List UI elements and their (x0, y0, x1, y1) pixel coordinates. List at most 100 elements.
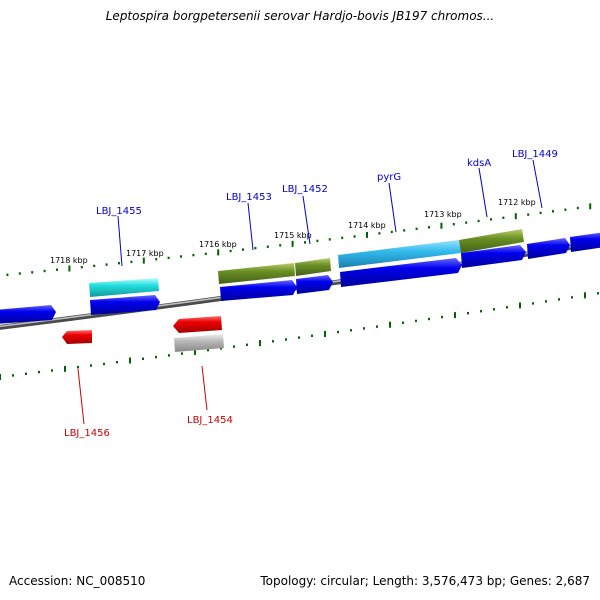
inner-ring-tick (311, 334, 313, 337)
gene-LBJ_1454-gray-feature[interactable] (174, 334, 224, 352)
inner-ring-tick (298, 336, 300, 339)
outer-ring-tick (80, 266, 83, 269)
inner-ring-tick (441, 315, 443, 319)
inner-ring-tick (428, 317, 430, 321)
cds-LBJ_1455[interactable] (90, 295, 160, 315)
outer-ring-tick (130, 260, 133, 264)
outer-ring-tick (266, 245, 269, 248)
inner-ring-tick (532, 302, 534, 305)
outer-ring-tick (192, 253, 195, 257)
cds-LBJ_1449[interactable] (527, 238, 570, 259)
leader-LBJ_1453 (247, 202, 254, 251)
scale-label-1713: 1713 kbp (424, 210, 462, 219)
inner-ring-tick (233, 345, 235, 348)
outer-ring-tick (502, 216, 505, 219)
inner-ring-tick (324, 331, 326, 337)
outer-ring-tick (341, 236, 344, 240)
scale-label-1718: 1718 kbp (50, 256, 88, 265)
outer-ring-tick (328, 238, 331, 241)
inner-ring-tick (597, 292, 599, 295)
gene-kdsA-olive-feature[interactable] (459, 229, 524, 253)
inner-ring-tick (168, 354, 170, 357)
outer-ring-tick (180, 255, 182, 258)
leader-LBJ_1449 (532, 159, 543, 209)
gene-LBJ_1452-olive-feature[interactable] (295, 258, 331, 276)
outer-ring-tick (93, 264, 96, 268)
cds-arrow-left-edge[interactable] (0, 305, 56, 324)
gene-LBJ_1455-cyan-feature[interactable] (89, 278, 159, 297)
genome-summary: Topology: circular; Length: 3,576,473 bp… (260, 574, 590, 588)
inner-ring-tick (25, 372, 27, 375)
cds-kdsA[interactable] (461, 245, 526, 268)
outer-ring-tick (527, 213, 530, 216)
inner-ring-tick (402, 321, 404, 324)
label-pyrG[interactable]: pyrG (377, 172, 401, 183)
gene-LBJ_1453-olive-feature[interactable] (218, 263, 295, 284)
inner-ring-tick (207, 348, 209, 352)
inner-ring-tick (103, 362, 105, 366)
cds-LBJ_1454[interactable] (173, 316, 222, 333)
outer-ring-tick (403, 229, 406, 232)
forward-features (0, 229, 600, 324)
scale-label-1714: 1714 kbp (348, 221, 386, 230)
label-kdsA[interactable]: kdsA (467, 158, 491, 169)
inner-ring-tick (194, 348, 196, 355)
outer-ring-tick (316, 239, 319, 243)
scale-label-1717: 1717 kbp (126, 249, 164, 258)
label-LBJ_1449[interactable]: LBJ_1449 (512, 149, 558, 160)
outer-ring-tick (56, 268, 58, 271)
outer-ring-tick (18, 272, 21, 275)
outer-ring-tick (229, 249, 232, 253)
label-LBJ_1454[interactable]: LBJ_1454 (187, 415, 233, 426)
outer-ring-tick (155, 258, 158, 261)
outer-ring-tick (576, 206, 579, 210)
cds-LBJ_1452[interactable] (296, 275, 333, 294)
leader-LBJ_1452 (302, 195, 311, 245)
inner-ring-tick (220, 347, 222, 350)
leader-pyrG (388, 182, 397, 233)
outer-ring-tick (105, 263, 108, 266)
scale-label-1712: 1712 kbp (498, 198, 536, 207)
outer-ring-tick (477, 219, 480, 223)
cds-LBJ_1453[interactable] (220, 280, 297, 301)
outer-ring-tick (204, 252, 207, 255)
outer-ring-tick (279, 244, 282, 247)
cds-pyrG[interactable] (340, 258, 462, 287)
inner-ring-tick (506, 306, 508, 309)
inner-ring-tick (77, 366, 79, 369)
label-LBJ_1453[interactable]: LBJ_1453 (226, 192, 272, 203)
outer-ring-tick (552, 210, 554, 213)
label-LBJ_1455[interactable]: LBJ_1455 (96, 206, 142, 217)
label-LBJ_1456[interactable]: LBJ_1456 (64, 428, 110, 439)
outer-ring-tick (353, 235, 356, 238)
leader-kdsA (478, 167, 488, 218)
inner-ring-tick (181, 352, 183, 355)
inner-ring-tick (571, 296, 573, 299)
reverse-features (62, 316, 224, 352)
gene-labels: LBJ_1455 LBJ_1453 LBJ_1452 pyrG kdsA LBJ… (64, 149, 558, 439)
outer-ring-tick (43, 269, 46, 273)
outer-ring-tick (291, 240, 294, 247)
outer-ring-tick (68, 265, 71, 272)
inner-ring-tick (246, 343, 248, 346)
inner-ring-tick (0, 374, 1, 380)
leader-LBJ_1456 (77, 368, 85, 425)
outer-ring-tick (366, 231, 368, 238)
inner-ring-tick (129, 357, 131, 364)
accession-label: Accession: NC_008510 (9, 574, 146, 588)
outer-ring-tick (440, 222, 443, 229)
gene-pyrG-sky-feature[interactable] (338, 240, 461, 268)
cds-arrow-right-edge[interactable] (570, 232, 600, 252)
inner-ring-tick (38, 370, 40, 374)
inner-ring-tick (558, 298, 560, 301)
inner-ring-tick (90, 364, 92, 367)
map-title: Leptospira borgpetersenii serovar Hardjo… (105, 9, 495, 23)
inner-ring-tick (545, 300, 547, 303)
inner-ring-tick (376, 325, 378, 328)
inner-ring-tick (272, 340, 274, 343)
label-LBJ_1452[interactable]: LBJ_1452 (282, 184, 328, 195)
cds-LBJ_1456[interactable] (62, 330, 92, 344)
inner-ring-tick (389, 321, 391, 328)
outer-ring-tick (514, 213, 517, 220)
outer-ring-tick (242, 248, 244, 251)
